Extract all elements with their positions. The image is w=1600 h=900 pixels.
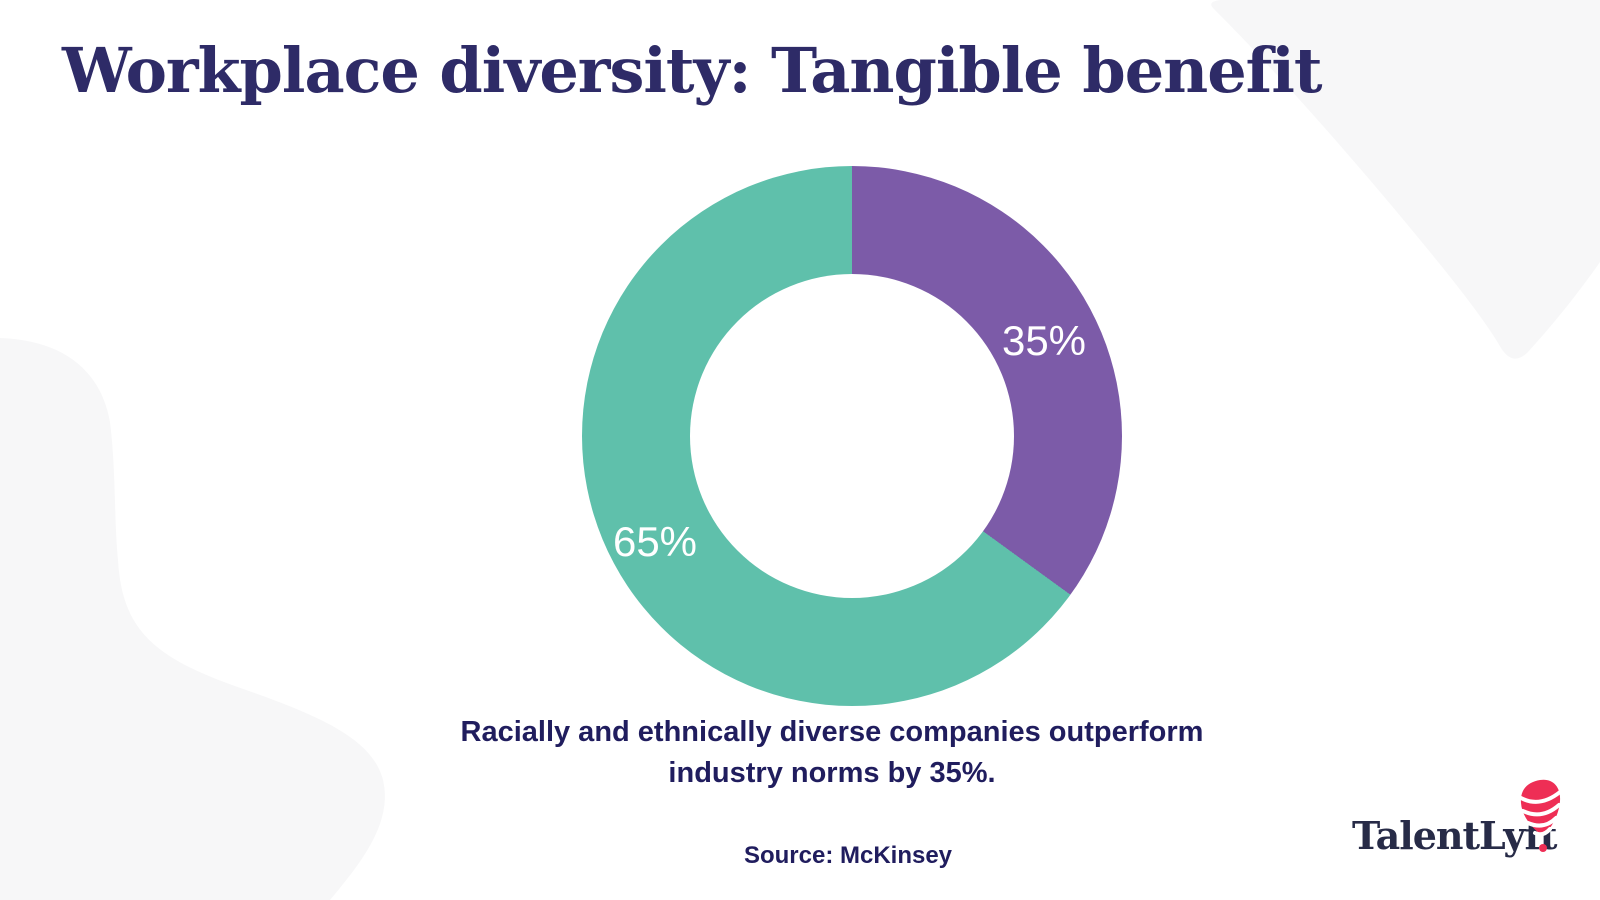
source-note: Source: McKinsey xyxy=(743,842,953,869)
page-title: Workplace diversity: Tangible benefit xyxy=(62,34,1323,107)
caption-line-2: industry norms by 35%. xyxy=(668,757,996,789)
slice-label-purple: 35% xyxy=(1001,317,1087,364)
chart-caption: Racially and ethnically diverse companie… xyxy=(232,712,1432,794)
balloon-icon xyxy=(1519,779,1562,852)
donut-hole xyxy=(690,274,1014,598)
donut-chart: 35% 65% xyxy=(582,166,1122,706)
talentlyft-logo: TalentLyft xyxy=(1352,775,1562,865)
caption-line-1: Racially and ethnically diverse companie… xyxy=(460,716,1204,748)
blob-bottom-left xyxy=(0,338,385,900)
slice-label-teal: 65% xyxy=(612,518,698,565)
logo-wordmark: TalentLyft xyxy=(1352,813,1557,858)
